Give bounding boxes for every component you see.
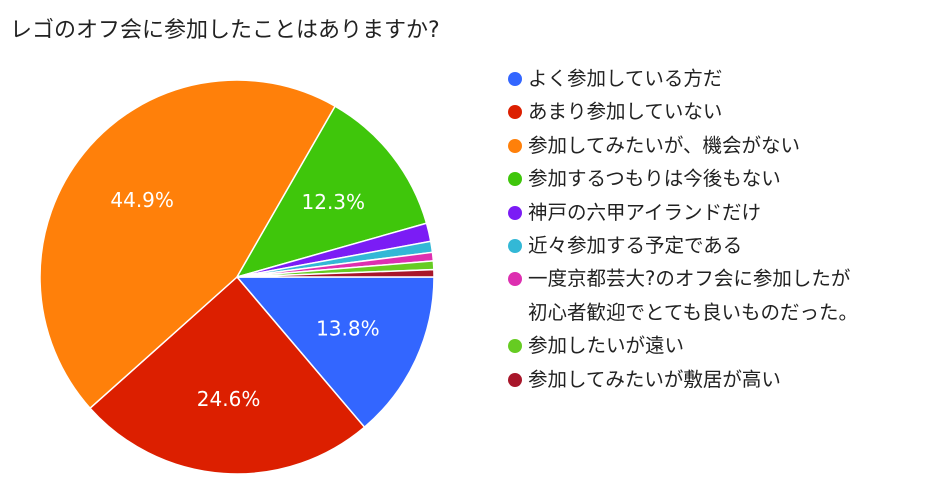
legend-item-5: 神戸の六甲アイランドだけ — [508, 196, 948, 229]
legend-item-4: 参加するつもりは今後もない — [508, 162, 948, 195]
legend-label-5: 神戸の六甲アイランドだけ — [528, 200, 762, 224]
legend-swatch-6 — [508, 239, 522, 254]
legend-label-3: 参加してみたいが、機会がない — [528, 133, 801, 157]
legend-swatch-2 — [508, 105, 522, 120]
legend-item-9: 参加してみたいが敷居が高い — [508, 363, 948, 396]
legend-label-8: 参加したいが遠い — [528, 334, 685, 358]
pie-slice-3 — [39, 79, 337, 410]
legend-swatch-7 — [508, 272, 522, 287]
legend: よく参加している方だ あまり参加していない参加してみたいが、機会がない 参加するつも… — [508, 62, 948, 396]
pie-chart: 13.8% 24.6% 44.9% 12.3% — [39, 79, 435, 475]
legend-swatch-8 — [508, 339, 522, 354]
pie-slice-9 — [236, 268, 435, 278]
legend-item-3: 参加してみたいが、機会がない — [508, 129, 948, 162]
slice-label-4: 12.3% — [302, 190, 366, 214]
pie-slice-4 — [235, 105, 428, 279]
legend-swatch-4 — [508, 172, 522, 187]
legend-label-2: あまり参加していない — [528, 100, 723, 124]
slice-label-3: 44.9% — [110, 188, 174, 212]
slice-label-2: 24.6% — [197, 387, 261, 411]
legend-swatch-9 — [508, 372, 522, 387]
legend-label-7: 一度京都芸大?のオフ会に参加したが 初心者歓迎でとても良いものだった。 — [528, 267, 858, 324]
pie-slice-2 — [88, 275, 366, 475]
chart-title: レゴのオフ会に参加したことはありますか? — [10, 18, 440, 43]
legend-label-6: 近々参加する予定である — [528, 234, 743, 258]
slice-label-1: 13.8% — [316, 316, 380, 340]
legend-item-6: 近々参加する予定である — [508, 229, 948, 262]
legend-item-2: あまり参加していない — [508, 95, 948, 128]
legend-label-1: よく参加している方だ — [528, 67, 723, 90]
legend-item-8: 参加したいが遠い — [508, 329, 948, 362]
legend-swatch-3 — [508, 138, 522, 153]
pie-slice-1 — [235, 276, 435, 429]
legend-label-4: 参加するつもりは今後もない — [528, 167, 781, 191]
legend-item-7: 一度京都芸大?のオフ会に参加したが 初心者歓迎でとても良いものだった。 — [508, 262, 948, 329]
legend-label-9: 参加してみたいが敷居が高い — [528, 367, 781, 391]
legend-swatch-5 — [508, 205, 522, 220]
legend-item-1: よく参加している方だ — [508, 62, 948, 95]
legend-swatch-1 — [508, 72, 522, 86]
